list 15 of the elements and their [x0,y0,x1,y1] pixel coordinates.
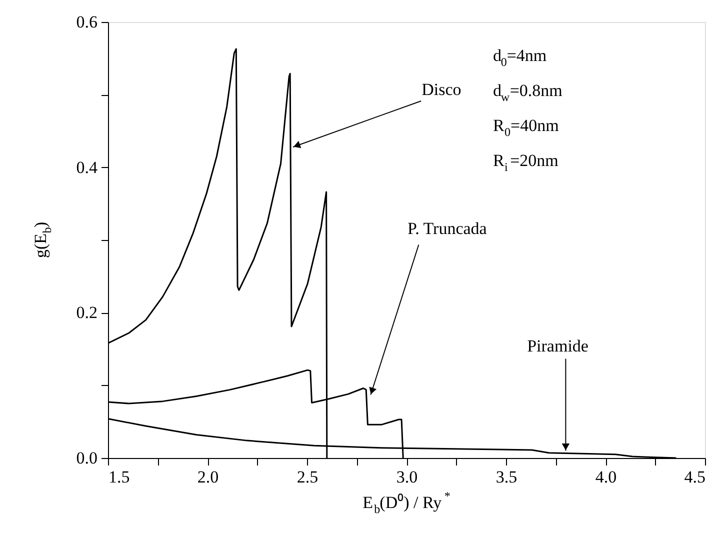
x-tick-label: 3.0 [396,468,418,486]
x-tick-label: 3.5 [496,468,518,486]
annotation: Disco [422,80,462,99]
y-tick-label: 0.0 [76,448,98,468]
y-axis-title: g(Eb) [31,222,54,258]
x-tick-label: 4.5 [684,468,706,486]
y-tick-label: 0.4 [76,158,98,177]
x-tick-label: 2.5 [296,468,318,486]
x-tick-label: 2.0 [197,468,219,486]
annotation: Piramide [527,336,588,356]
y-tick-label: 0.2 [76,303,98,322]
annotation: P. Truncada [408,218,488,238]
x-tick-label: 1.5 [108,468,130,486]
x-tick-label: 4.0 [595,468,617,486]
y-tick-label: 0.6 [76,12,98,32]
